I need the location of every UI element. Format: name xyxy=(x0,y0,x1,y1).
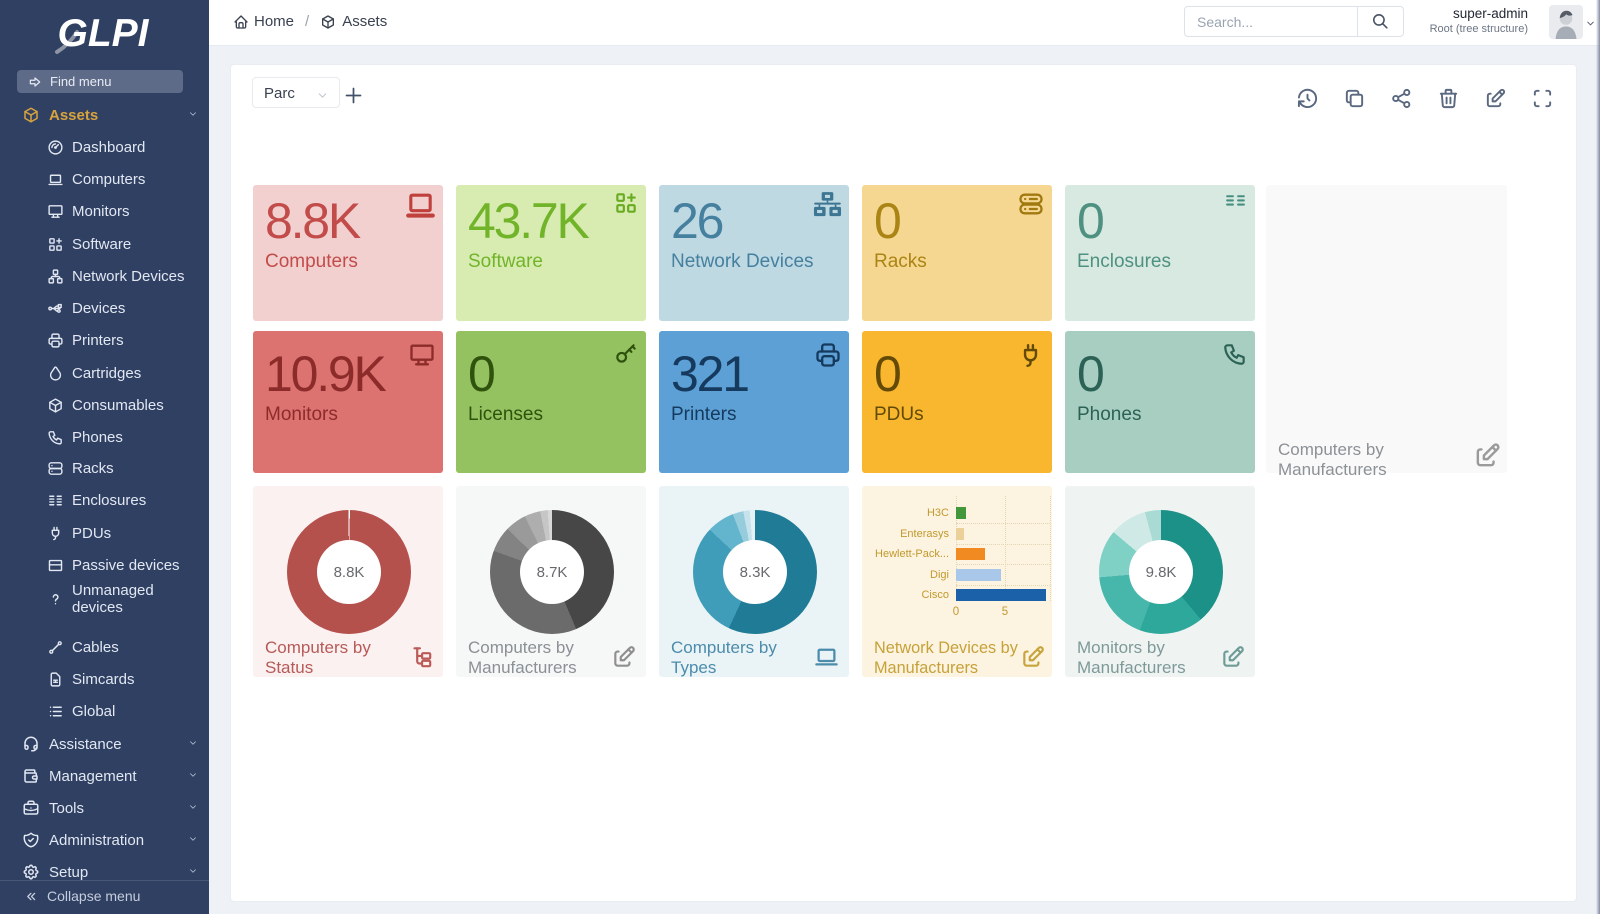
svg-text:GLPI: GLPI xyxy=(57,12,149,55)
